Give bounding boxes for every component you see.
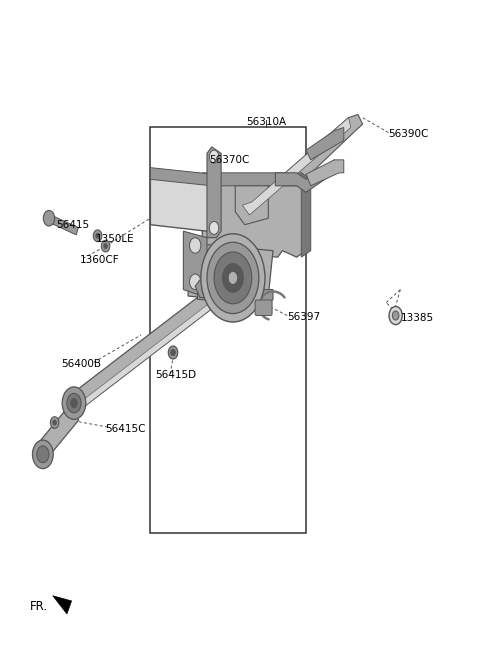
Polygon shape: [242, 118, 351, 215]
Circle shape: [104, 244, 108, 249]
Circle shape: [389, 306, 402, 325]
Circle shape: [71, 399, 77, 407]
Polygon shape: [74, 304, 210, 413]
Polygon shape: [69, 293, 210, 413]
Text: 56390C: 56390C: [389, 129, 429, 139]
Polygon shape: [183, 231, 207, 296]
Circle shape: [190, 274, 201, 290]
Text: 56310A: 56310A: [246, 117, 286, 127]
Circle shape: [209, 150, 219, 163]
Bar: [150, 127, 306, 533]
Polygon shape: [195, 280, 221, 300]
Polygon shape: [202, 179, 306, 257]
Polygon shape: [150, 173, 212, 231]
Polygon shape: [306, 160, 344, 186]
Circle shape: [228, 271, 238, 284]
Text: 56370C: 56370C: [209, 155, 250, 165]
Polygon shape: [301, 173, 311, 257]
Text: 1360CF: 1360CF: [80, 256, 119, 265]
Circle shape: [96, 233, 99, 238]
Circle shape: [62, 387, 86, 419]
Circle shape: [53, 420, 57, 425]
Circle shape: [67, 394, 81, 413]
Text: 56415D: 56415D: [155, 370, 196, 380]
Circle shape: [223, 263, 243, 292]
Polygon shape: [37, 405, 79, 459]
Circle shape: [190, 238, 201, 253]
Text: 56397: 56397: [287, 312, 320, 322]
Polygon shape: [276, 160, 339, 193]
Circle shape: [209, 221, 219, 235]
Circle shape: [392, 311, 399, 320]
Circle shape: [201, 234, 265, 322]
Circle shape: [207, 242, 259, 313]
Text: 56400B: 56400B: [61, 359, 101, 369]
Circle shape: [168, 346, 178, 359]
Text: 56415: 56415: [56, 219, 89, 230]
Circle shape: [171, 350, 175, 355]
Text: 13385: 13385: [400, 313, 433, 323]
FancyBboxPatch shape: [255, 300, 272, 315]
Polygon shape: [202, 173, 306, 186]
Polygon shape: [188, 244, 273, 303]
Circle shape: [43, 210, 55, 226]
Circle shape: [93, 230, 102, 242]
Polygon shape: [150, 168, 216, 186]
Polygon shape: [48, 215, 78, 235]
Polygon shape: [53, 596, 72, 614]
Text: 56415C: 56415C: [106, 424, 146, 434]
Circle shape: [50, 417, 59, 428]
Circle shape: [214, 252, 252, 304]
Circle shape: [33, 440, 53, 468]
Circle shape: [36, 446, 49, 463]
Polygon shape: [306, 127, 344, 160]
Polygon shape: [207, 147, 221, 238]
Text: 1350LE: 1350LE: [96, 234, 135, 244]
Circle shape: [101, 240, 110, 252]
Text: FR.: FR.: [30, 600, 48, 612]
Polygon shape: [198, 284, 273, 306]
Polygon shape: [235, 186, 268, 225]
Polygon shape: [235, 114, 362, 225]
